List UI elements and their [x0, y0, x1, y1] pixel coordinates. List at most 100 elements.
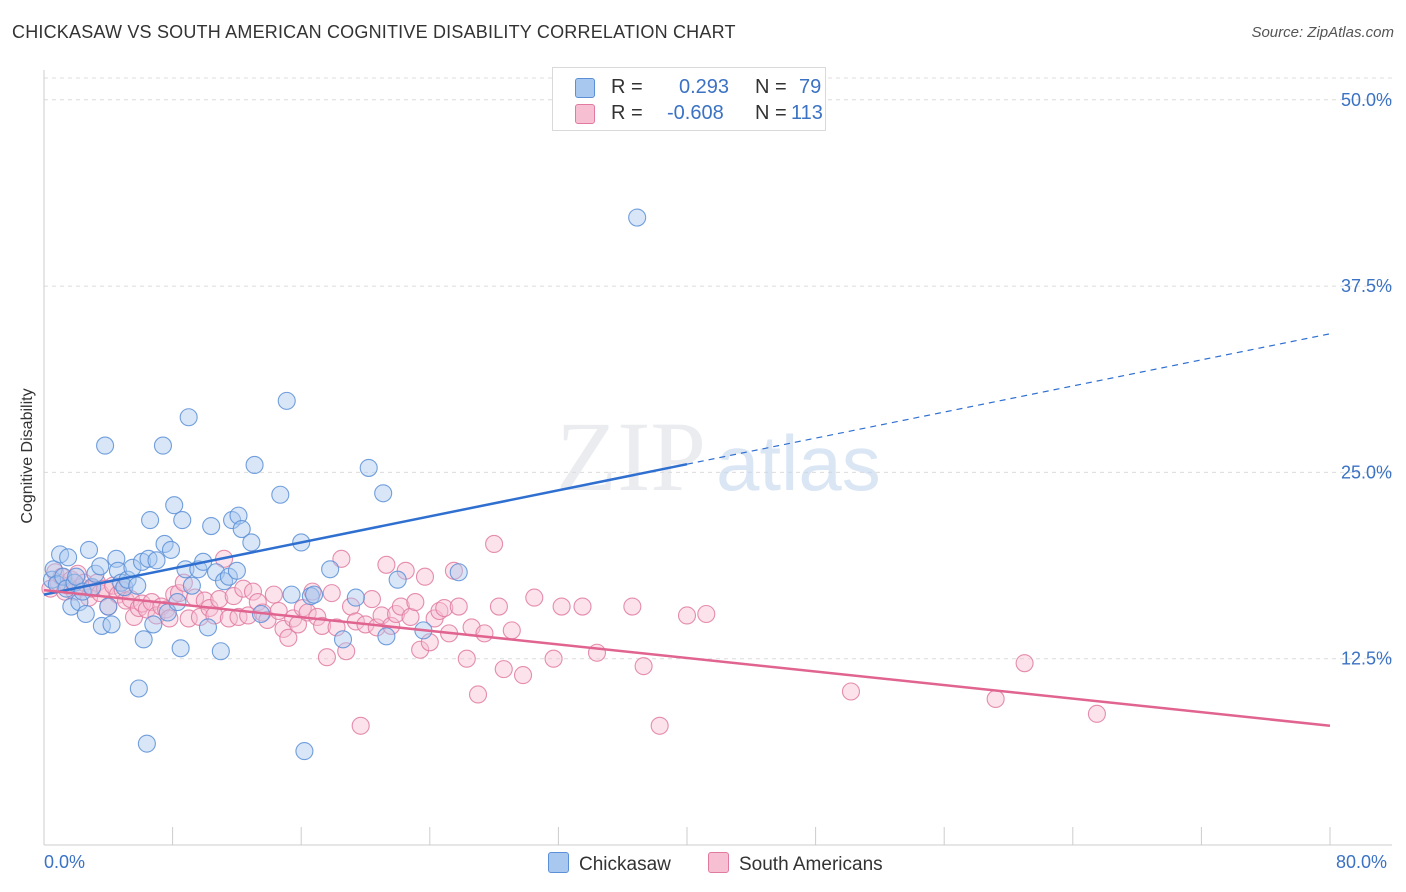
- data-point: [321, 560, 340, 579]
- data-point: [67, 567, 86, 586]
- r-value: -0.608: [667, 102, 724, 124]
- south-americans-legend-label: South Americans: [739, 854, 883, 875]
- grid-lines: [44, 77, 1392, 660]
- data-point: [54, 567, 73, 586]
- data-point: [449, 597, 468, 616]
- y-tick-label: 25.0%: [1341, 462, 1392, 482]
- y-tick-label: 50.0%: [1341, 90, 1392, 110]
- data-point: [573, 597, 592, 616]
- data-point: [153, 436, 173, 455]
- data-point: [317, 648, 336, 667]
- data-point: [552, 597, 571, 616]
- r-label: R =: [611, 102, 643, 124]
- chart-title: CHICKASAW VS SOUTH AMERICAN COGNITIVE DI…: [12, 22, 736, 42]
- data-point: [248, 593, 267, 612]
- data-point: [160, 609, 179, 628]
- source-label: Source: ZipAtlas.com: [1251, 24, 1394, 41]
- n-label: N =: [755, 76, 787, 98]
- data-point: [102, 615, 121, 634]
- n-value: 79: [799, 76, 822, 98]
- data-point: [322, 584, 341, 603]
- data-point: [457, 649, 476, 668]
- chickasaw-swatch: [575, 78, 595, 98]
- data-point: [141, 511, 160, 530]
- data-point: [242, 533, 261, 552]
- data-point: [91, 557, 110, 576]
- n-label: N =: [755, 102, 787, 124]
- data-point: [1087, 704, 1106, 723]
- data-point: [134, 630, 153, 649]
- y-tick-label: 37.5%: [1341, 276, 1392, 296]
- data-point: [229, 607, 248, 627]
- data-point: [485, 534, 504, 553]
- data-point: [333, 630, 353, 649]
- data-point: [544, 649, 563, 668]
- data-point: [377, 555, 396, 574]
- data-point: [168, 593, 187, 612]
- watermark-zip: ZIP: [556, 401, 706, 512]
- data-point: [279, 628, 298, 647]
- data-point: [227, 561, 246, 580]
- data-point: [502, 621, 521, 640]
- data-point: [449, 563, 468, 582]
- data-point: [232, 519, 251, 539]
- south-americans-swatch: [575, 104, 595, 124]
- data-point: [179, 609, 198, 628]
- data-point: [295, 742, 314, 761]
- data-point: [144, 615, 163, 634]
- data-point: [147, 551, 166, 570]
- data-point: [650, 716, 669, 735]
- data-point: [79, 540, 99, 559]
- data-point: [468, 685, 488, 704]
- data-point: [99, 597, 118, 616]
- data-point: [411, 640, 430, 659]
- r-value: 0.293: [679, 76, 730, 98]
- data-point: [179, 408, 198, 427]
- data-point: [677, 606, 697, 625]
- y-tick-labels: 12.5% 25.0% 37.5% 50.0%: [1341, 90, 1392, 669]
- x-tick-label-max: 80.0%: [1336, 852, 1388, 872]
- data-point: [171, 639, 190, 658]
- chickasaw-legend-swatch: [548, 852, 569, 873]
- data-point: [202, 517, 221, 536]
- data-point: [346, 588, 365, 607]
- trendlines: [43, 333, 1331, 728]
- data-point: [986, 689, 1005, 708]
- data-point: [337, 642, 356, 661]
- data-point: [245, 455, 264, 475]
- data-point: [351, 716, 370, 735]
- data-point: [277, 391, 296, 410]
- data-point: [388, 570, 407, 589]
- data-point: [435, 598, 454, 618]
- data-point: [489, 597, 508, 616]
- data-point: [92, 616, 111, 635]
- chickasaw-points: [42, 208, 647, 761]
- south-americans-legend-swatch: [708, 852, 729, 873]
- data-point: [173, 511, 192, 530]
- data-point: [129, 679, 148, 698]
- data-point: [301, 587, 320, 606]
- data-point: [44, 560, 63, 579]
- data-point: [475, 624, 494, 643]
- r-label: R =: [611, 76, 643, 98]
- data-point: [525, 588, 544, 607]
- data-point: [165, 496, 184, 515]
- data-point: [198, 618, 218, 637]
- data-point: [513, 666, 533, 685]
- data-point: [229, 506, 248, 525]
- data-point: [332, 549, 351, 568]
- data-point: [841, 682, 861, 701]
- data-point: [211, 642, 230, 661]
- data-point: [623, 597, 642, 616]
- axes: [43, 70, 1392, 846]
- data-point: [243, 582, 263, 601]
- data-point: [430, 601, 449, 621]
- data-point: [415, 567, 435, 586]
- data-point: [494, 660, 513, 679]
- data-point: [128, 576, 147, 595]
- data-point: [182, 576, 201, 595]
- n-value: 113: [791, 102, 823, 124]
- data-point: [271, 485, 290, 504]
- data-point: [1015, 654, 1034, 673]
